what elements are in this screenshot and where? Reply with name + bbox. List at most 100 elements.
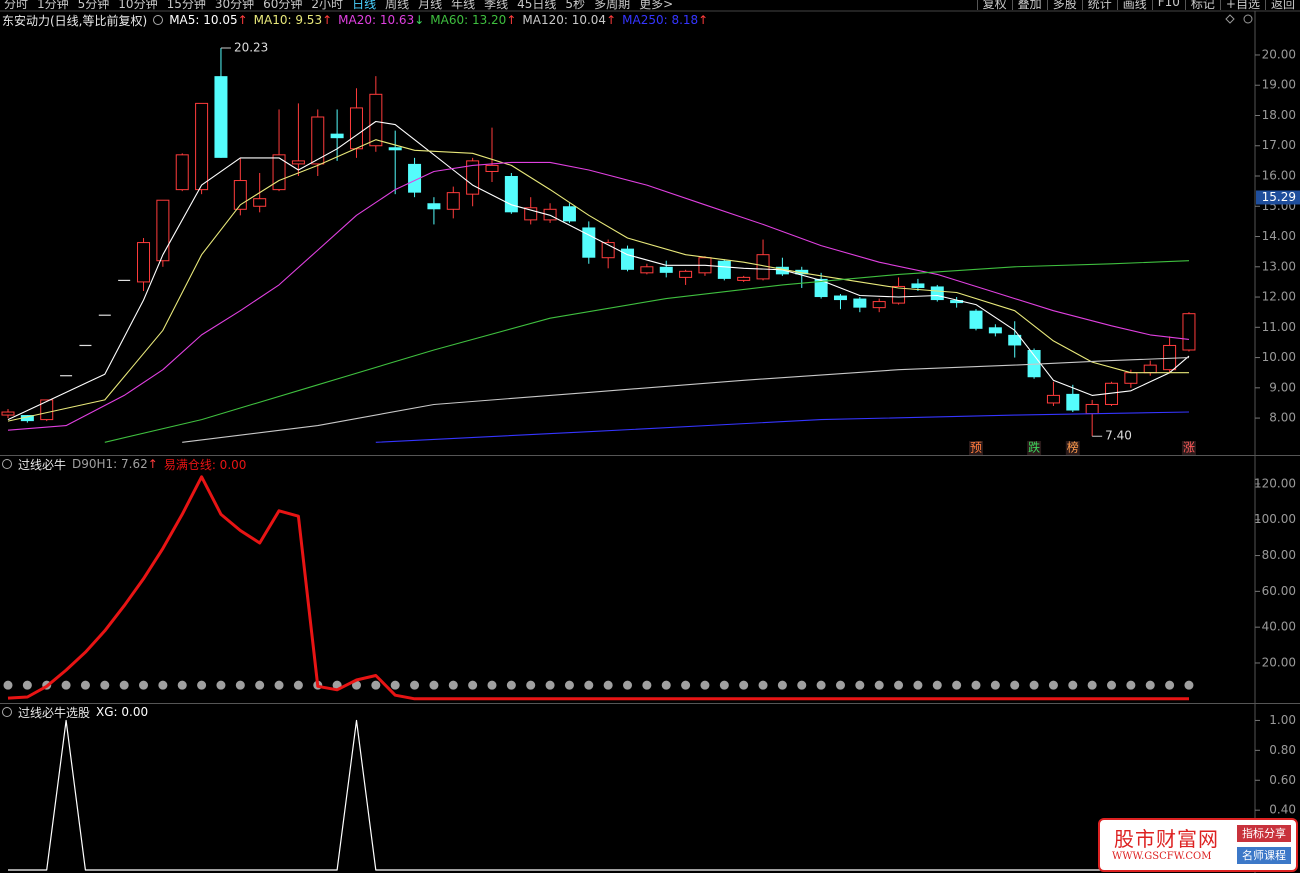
dot xyxy=(719,680,729,690)
dot xyxy=(255,680,265,690)
legend-label: D90H1: 7.62 xyxy=(72,457,148,471)
candle-body xyxy=(950,300,964,304)
y-tick-label: 16.00 xyxy=(1262,169,1296,183)
period-tab[interactable]: 周线 xyxy=(385,0,410,10)
legend-label: MA5: 10.05 xyxy=(169,13,238,27)
candle-body xyxy=(311,116,325,165)
candle-body xyxy=(408,163,422,193)
candle-body xyxy=(737,276,751,281)
candle-body xyxy=(1143,364,1157,374)
period-tab[interactable]: 5分钟 xyxy=(77,0,110,10)
tool-button[interactable]: 多股 xyxy=(1046,0,1082,10)
legend-entry: XG: 0.00 xyxy=(96,705,148,719)
dot xyxy=(448,680,458,690)
dot xyxy=(80,680,90,690)
y-tick-label: 120.00 xyxy=(1254,476,1296,490)
tool-button[interactable]: F10 xyxy=(1151,0,1185,10)
dot xyxy=(971,680,981,690)
dot xyxy=(1068,680,1078,690)
period-tab[interactable]: 10分钟 xyxy=(118,0,158,10)
dot xyxy=(429,680,439,690)
dot xyxy=(526,680,536,690)
dot xyxy=(216,680,226,690)
dot xyxy=(390,680,400,690)
legend-label: 易满仓线: 0.00 xyxy=(163,457,247,472)
dot xyxy=(100,680,110,690)
candle-body xyxy=(582,227,596,258)
y-tick-label: 40.00 xyxy=(1262,620,1296,634)
dot xyxy=(3,680,13,690)
tool-button[interactable]: 复权 xyxy=(976,0,1012,10)
diamond-icon[interactable] xyxy=(1225,14,1235,24)
period-tab[interactable]: 30分钟 xyxy=(214,0,255,10)
tool-button[interactable]: 标记 xyxy=(1184,0,1220,10)
tool-button[interactable]: 返回 xyxy=(1264,0,1300,10)
period-tab[interactable]: 更多> xyxy=(639,0,674,10)
period-tab[interactable]: 日线 xyxy=(352,0,377,10)
extreme-label: 20.23 xyxy=(234,41,268,55)
candle-body xyxy=(427,203,441,210)
candle-body xyxy=(969,310,983,329)
panel-icon[interactable] xyxy=(153,15,164,25)
panel-icon[interactable] xyxy=(2,707,12,717)
period-tab[interactable]: 月线 xyxy=(418,0,443,10)
period-tab[interactable]: 60分钟 xyxy=(263,0,303,10)
period-tab[interactable]: 季线 xyxy=(484,0,509,10)
y-tick-label: 18.00 xyxy=(1262,108,1296,122)
period-tab[interactable]: 1分钟 xyxy=(37,0,69,10)
dot xyxy=(410,680,420,690)
dot xyxy=(22,680,32,690)
period-tab[interactable]: 15分钟 xyxy=(166,0,206,10)
candle-body xyxy=(1066,393,1080,411)
dot xyxy=(139,680,149,690)
tool-button[interactable]: 统计 xyxy=(1081,0,1117,10)
candle-body xyxy=(485,164,499,172)
period-tab[interactable]: 多周期 xyxy=(594,0,631,10)
dot xyxy=(371,680,381,690)
y-tick-label: 0.40 xyxy=(1269,803,1296,817)
dot xyxy=(952,680,962,690)
panel-title: 过线必牛 xyxy=(18,457,67,472)
signal-label: 涨 xyxy=(1183,440,1195,455)
candle-body xyxy=(640,266,654,274)
signal-bg xyxy=(969,441,983,455)
period-tab[interactable]: 2小时 xyxy=(311,0,344,10)
y-tick-label: 9.00 xyxy=(1269,380,1296,394)
dot xyxy=(177,680,187,690)
tool-button[interactable]: 叠加 xyxy=(1011,0,1047,10)
panel-icon[interactable] xyxy=(2,459,12,469)
panel-title: 东安动力(日线,等比前复权) xyxy=(2,13,148,28)
ma-line xyxy=(375,411,1190,443)
y-tick-label: 60.00 xyxy=(1262,584,1296,598)
candle-body xyxy=(621,248,635,270)
dot xyxy=(1087,680,1097,690)
dot xyxy=(642,680,652,690)
candle-body xyxy=(814,278,828,298)
dot xyxy=(545,680,555,690)
legend-trend: ↑ xyxy=(322,13,333,27)
tool-button[interactable]: 画线 xyxy=(1116,0,1152,10)
period-tab[interactable]: 分时 xyxy=(4,0,29,10)
tool-button[interactable]: +自选 xyxy=(1219,0,1265,10)
period-tab[interactable]: 45日线 xyxy=(517,0,557,10)
dot xyxy=(1029,680,1039,690)
dot xyxy=(855,680,865,690)
dot xyxy=(351,680,361,690)
dot xyxy=(816,680,826,690)
y-tick-label: 80.00 xyxy=(1262,548,1296,562)
legend-entry: MA20: 10.63↓ xyxy=(338,13,424,27)
legend-entry: MA120: 10.04↑ xyxy=(522,13,616,27)
candle-body xyxy=(156,199,170,262)
signal-label: 榜 xyxy=(1067,440,1079,455)
dot xyxy=(1010,680,1020,690)
y-tick-label: 10.00 xyxy=(1262,350,1296,364)
period-tab[interactable]: 5秒 xyxy=(565,0,586,10)
period-tab[interactable]: 年线 xyxy=(451,0,476,10)
watermark: 股市财富网 WWW.GSCFW.COM 指标分享 名师课程 xyxy=(1098,818,1298,872)
legend-entry: MA5: 10.05↑ xyxy=(169,13,247,27)
panel-title: 过线必牛选股 xyxy=(18,705,91,720)
settings-icon[interactable] xyxy=(1243,14,1253,24)
price-marker-bg xyxy=(1256,190,1300,205)
ma-line xyxy=(7,161,1190,431)
